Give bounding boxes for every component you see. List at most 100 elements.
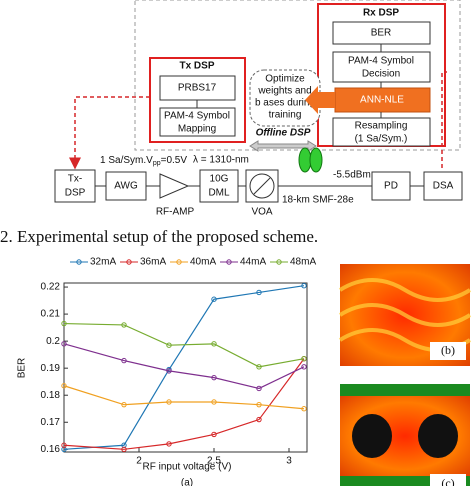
series-line: [63, 358, 305, 450]
point: [211, 431, 217, 438]
ann-box: [334, 87, 431, 113]
point: [301, 406, 307, 412]
txdsp-label: DSP: [65, 188, 86, 199]
point: [61, 341, 67, 347]
point: [256, 364, 262, 370]
legend-label: 32mA: [90, 257, 116, 268]
pp-text: pp: [153, 160, 161, 167]
x-axis-label: RF input voltage (V): [143, 462, 232, 473]
voa-label: VOA: [251, 207, 272, 218]
rx-title: Rx DSP: [363, 8, 399, 19]
point: [211, 399, 217, 405]
point: [166, 399, 172, 405]
tx-feed: [69, 96, 150, 170]
tx-frame: [149, 57, 246, 143]
ann-label: ANN-NLE: [360, 95, 404, 106]
eye-label: (b): [441, 343, 455, 357]
point: [61, 383, 67, 389]
series-line: [63, 343, 305, 390]
y-tick-label: 0.22: [41, 282, 61, 293]
prbs-box: [159, 75, 236, 101]
point: [121, 446, 127, 452]
plot-area: [63, 282, 308, 453]
point: [301, 364, 307, 370]
legend-marker: [176, 259, 182, 265]
legend-label: 36mA: [140, 257, 166, 268]
fiber-coil: [298, 147, 312, 173]
dsa-label: DSA: [433, 181, 454, 192]
point: [166, 342, 172, 348]
point: [211, 374, 217, 381]
x-tick-label: 2.5: [207, 456, 221, 467]
point: [256, 385, 262, 392]
y-tick-label: 0.17: [41, 417, 61, 428]
point: [166, 441, 172, 447]
point: [256, 416, 262, 423]
voa-icon: [249, 173, 275, 199]
resampling-box: [332, 117, 431, 147]
lambda-label: λ = 1310-nm: [193, 155, 249, 166]
eye-label: (c): [441, 476, 454, 486]
fiber-coil: [309, 147, 323, 173]
amp-label: RF-AMP: [156, 207, 195, 218]
legend-label: 40mA: [190, 257, 216, 268]
decision-label: Decision: [362, 69, 400, 80]
resampling-label: (1 Sa/Sym.): [355, 134, 408, 145]
y-axis-label: BER: [17, 358, 28, 379]
vpp-text: =0.5V: [161, 155, 188, 166]
dsa-box: [423, 171, 463, 201]
eye-tag: [430, 474, 466, 486]
optimize-text: training: [269, 110, 302, 121]
offline-label: Offline DSP: [256, 128, 311, 139]
decision-label: PAM-4 Symbol: [348, 56, 414, 67]
point: [121, 401, 127, 408]
series-line: [63, 385, 305, 410]
point: [301, 356, 307, 362]
txdsp-box: [54, 169, 96, 203]
dml-box: [199, 169, 239, 203]
mapping-box: [159, 107, 236, 137]
power-label: -5.5dBm: [333, 170, 371, 181]
optimize-text: Optimize: [265, 74, 305, 85]
point: [121, 357, 127, 364]
point: [211, 296, 217, 302]
x-tick-label: 3: [286, 456, 292, 467]
legend-marker: [276, 259, 282, 265]
pd-label: PD: [384, 181, 398, 192]
legend-label: 48mA: [290, 257, 316, 268]
tx-title: Tx DSP: [179, 61, 214, 72]
point: [211, 341, 217, 347]
awg-label: AWG: [114, 181, 138, 192]
resampling-label: Resampling: [355, 121, 408, 132]
y-tick-label: 0.21: [41, 309, 61, 320]
optimize-text: weights and: [257, 86, 311, 97]
eye-opening: [352, 414, 392, 458]
eye-opening: [418, 414, 458, 458]
dml-label: 10G: [210, 174, 229, 185]
sa-text: 1 Sa/Sym.V: [100, 155, 153, 166]
y-tick-label: 0.16: [41, 444, 61, 455]
txdsp-label: Tx-: [68, 174, 82, 185]
point: [256, 401, 262, 408]
y-tick-label: 0.19: [41, 363, 61, 374]
point: [256, 289, 262, 296]
legend-marker: [226, 259, 232, 265]
optimize-text: b ases during: [255, 98, 315, 109]
point: [301, 283, 307, 289]
ber-label: BER: [371, 28, 392, 39]
series-line: [63, 285, 305, 450]
mapping-label: PAM-4 Symbol: [164, 111, 230, 122]
caption: 2. Experimental setup of the proposed sc…: [0, 227, 318, 246]
prbs-label: PRBS17: [178, 83, 217, 94]
pd-box: [371, 171, 411, 201]
voa-icon: [253, 177, 271, 195]
y-tick-label: 0.18: [41, 390, 61, 401]
legend-label: 44mA: [240, 257, 266, 268]
sub-label: (a): [181, 478, 193, 486]
y-tick-label: 0.2: [46, 336, 60, 347]
point: [121, 322, 127, 328]
point: [166, 368, 172, 374]
mapping-label: Mapping: [178, 124, 216, 135]
